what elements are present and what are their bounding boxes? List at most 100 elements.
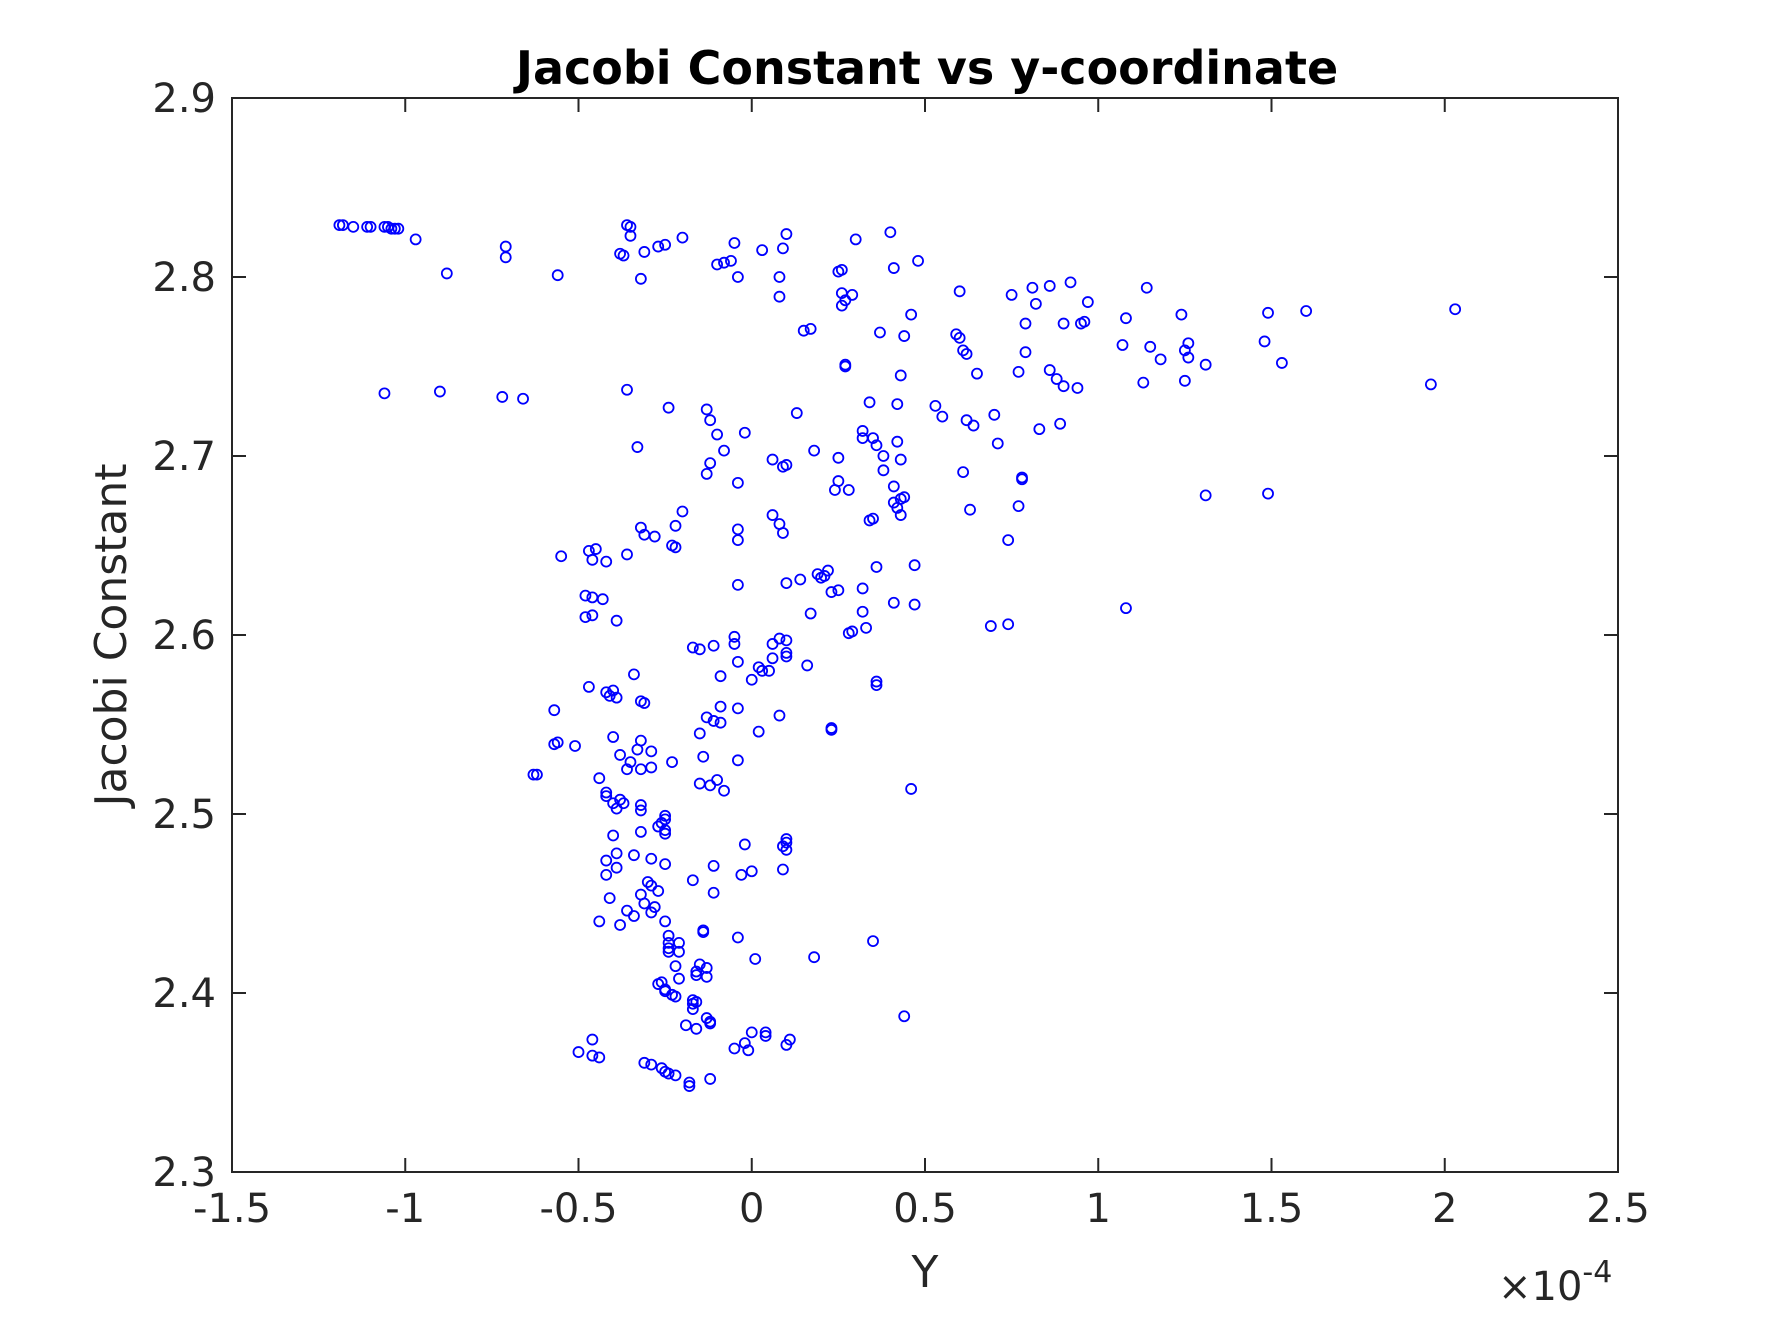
chart-title: Jacobi Constant vs y-coordinate [513,41,1338,95]
data-point [572,1046,585,1058]
data-point [898,330,911,342]
data-point [759,1026,772,1039]
data-point [1026,281,1039,294]
data-point [645,761,658,774]
data-point [718,444,730,457]
data-point [1154,353,1167,366]
data-point [600,868,613,881]
data-point [766,652,779,665]
data-point [704,1017,717,1030]
data-point [551,269,564,282]
data-point [846,625,859,638]
data-point [392,222,405,235]
data-point [621,548,633,561]
data-point [697,750,710,763]
data-point [551,736,564,749]
data-point [756,664,769,677]
data-point [659,915,672,928]
data-point [1144,340,1157,353]
data-point [884,226,897,239]
data-point [731,931,744,944]
data-point [777,840,789,853]
data-point [728,1042,741,1055]
data-point [777,242,789,255]
data-point [586,591,599,604]
data-point [707,715,720,727]
data-point [856,425,869,437]
data-point [742,1044,755,1057]
data-point [693,958,706,971]
x-axis-label: Y [911,1247,939,1298]
data-point [912,254,924,267]
data-point [347,220,360,233]
y-tick-label: 2.5 [152,792,216,838]
data-point [333,219,346,231]
data-point [496,391,509,403]
data-point [752,661,765,674]
data-point [908,598,921,611]
data-point [988,408,1001,421]
x-tick-label: 2.5 [1586,1186,1650,1232]
data-point [680,1019,692,1032]
data-point [638,246,651,258]
data-point [1043,364,1056,376]
data-point [773,709,786,722]
data-point [631,743,644,756]
data-point [433,385,446,398]
data-point [891,502,904,514]
data-point [714,700,727,713]
data-point [1262,306,1274,319]
data-point [745,673,758,686]
data-point [1005,288,1018,301]
x-tick-label: 2 [1432,1186,1457,1232]
y-tick-label: 2.4 [152,971,216,1017]
x-tick-label: 0 [739,1186,764,1232]
data-point [673,972,685,985]
data-point [867,432,879,445]
data-point [808,444,821,457]
data-point [600,555,613,568]
data-point [676,505,689,518]
data-point [634,272,647,285]
data-point [634,804,647,817]
data-point [870,439,883,452]
data-point [829,484,841,496]
data-point [887,596,900,609]
data-point [1043,280,1056,292]
data-point [631,441,644,453]
data-point [731,578,744,591]
x-exponent-base: ×10 [1498,1264,1582,1310]
data-point [662,1067,675,1080]
data-point [790,407,803,419]
data-point [385,222,398,235]
data-point [1012,500,1025,513]
data-point [531,768,543,781]
data-point [628,910,640,922]
data-point [700,467,713,480]
data-point [499,240,512,253]
data-point [759,1030,772,1042]
data-point [1182,351,1195,364]
data-point [1300,305,1313,317]
data-point [638,697,651,709]
data-point [1178,374,1191,387]
data-point [766,509,779,521]
data-point [659,858,672,871]
data-point [638,1056,651,1069]
data-point [711,774,723,786]
data-point [839,358,852,371]
data-point [645,906,658,919]
data-point [801,659,814,672]
data-point [586,1033,599,1046]
data-point [378,387,391,400]
data-point [1199,489,1212,502]
data-point [659,809,672,822]
data-point [773,632,786,645]
data-point [1116,339,1129,351]
data-point [1081,296,1094,308]
data-point [641,876,654,888]
data-point [894,369,907,382]
data-point [711,258,723,271]
data-point [815,571,827,584]
x-tick-label: -1.5 [193,1186,271,1232]
